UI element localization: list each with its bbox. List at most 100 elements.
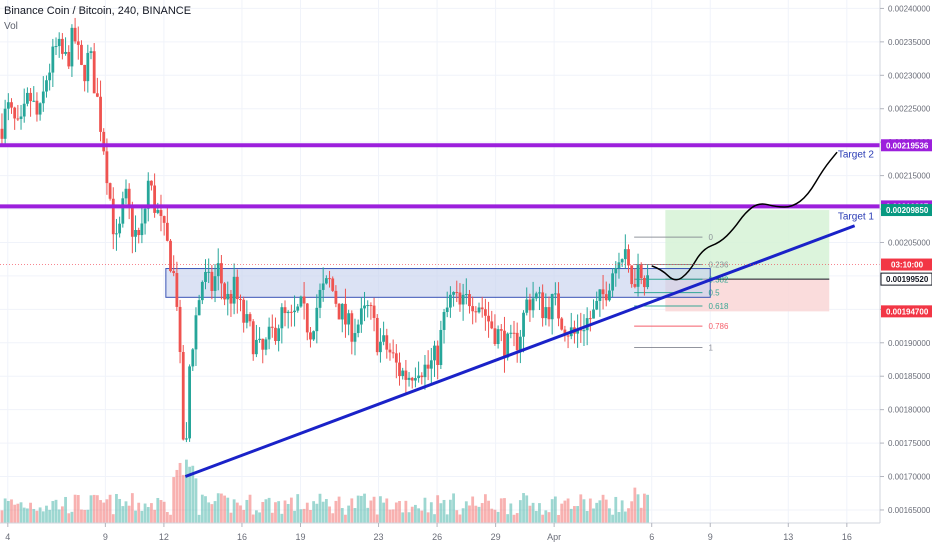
- volume-bar: [636, 494, 640, 523]
- date-tick-label: 4: [5, 532, 10, 542]
- candle-body: [127, 188, 131, 207]
- candle-body: [216, 263, 220, 277]
- target-label: Target 2: [838, 149, 875, 160]
- candle-body: [334, 290, 338, 304]
- volume-bar: [309, 510, 312, 523]
- candle-body: [169, 240, 172, 272]
- volume-bar: [118, 498, 122, 523]
- volume-bar: [25, 508, 29, 523]
- volume-bar: [108, 494, 112, 523]
- price-tick-label: 0.00165000: [888, 506, 931, 515]
- candle-body: [433, 345, 436, 361]
- volume-bar: [296, 494, 300, 523]
- volume-bar: [204, 496, 207, 523]
- candle-body: [601, 289, 605, 295]
- candle-body: [401, 370, 405, 377]
- candle-body: [261, 338, 265, 350]
- candle-body: [35, 100, 39, 115]
- candle-body: [197, 300, 201, 316]
- volume-bar: [274, 502, 277, 523]
- volume-bar: [426, 512, 430, 523]
- candle-body: [229, 293, 233, 304]
- candle-body: [592, 309, 595, 319]
- candle-body: [643, 277, 646, 288]
- volume-bar: [35, 510, 39, 523]
- fib-level-label: 0.786: [708, 322, 729, 331]
- candle-body: [45, 80, 48, 92]
- candle-body: [67, 51, 71, 67]
- candle-body: [254, 339, 258, 355]
- volume-bar: [483, 494, 487, 523]
- candle-body: [639, 265, 643, 278]
- candle-body: [162, 216, 166, 223]
- candle-body: [280, 307, 284, 329]
- candle-body: [538, 292, 541, 294]
- candle-body: [646, 275, 649, 288]
- volume-bar: [547, 512, 551, 523]
- volume-bar: [89, 495, 93, 523]
- candle-body: [309, 332, 312, 340]
- volume-bar: [305, 502, 309, 523]
- candle-body: [315, 307, 319, 332]
- candle-body: [188, 366, 191, 439]
- volume-bar: [181, 474, 185, 523]
- candle-body: [178, 306, 182, 352]
- volume-bar: [229, 512, 233, 523]
- candle-body: [363, 305, 366, 309]
- fib-level-label: 1: [708, 343, 713, 352]
- candle-body: [302, 296, 306, 304]
- candle-body: [439, 329, 443, 365]
- volume-bar: [471, 496, 475, 523]
- volume-bar: [67, 513, 71, 523]
- volume-bar: [64, 496, 67, 523]
- candle-body: [541, 292, 545, 319]
- volume-bar: [512, 514, 516, 523]
- candle-body: [522, 312, 525, 337]
- volume-bar: [261, 501, 265, 523]
- volume-bar: [41, 511, 45, 523]
- candle-body: [464, 294, 468, 296]
- volume-bar: [515, 513, 519, 523]
- candle-body: [410, 377, 414, 381]
- candle-body: [181, 351, 185, 440]
- volume-label[interactable]: Vol: [4, 21, 18, 32]
- volume-bar: [573, 506, 576, 523]
- candle-body: [445, 307, 449, 313]
- volume-bar: [80, 509, 83, 523]
- candle-body: [372, 305, 376, 318]
- volume-bar: [207, 502, 211, 523]
- candle-body: [57, 38, 61, 47]
- candle-body: [576, 329, 580, 334]
- candle-body: [350, 313, 354, 342]
- price-label-badge: [881, 258, 932, 271]
- candle-body: [636, 265, 640, 287]
- volume-bar: [579, 494, 583, 523]
- volume-bar: [617, 512, 621, 523]
- candle-body: [417, 375, 420, 379]
- volume-bar: [506, 514, 510, 523]
- volume-bar: [487, 500, 490, 523]
- candle-body: [582, 330, 586, 332]
- candle-body: [124, 188, 128, 199]
- candle-body: [426, 364, 430, 369]
- candle-body: [293, 310, 296, 313]
- volume-bar: [137, 502, 141, 523]
- candle-body: [452, 292, 455, 295]
- fib-retracement: 0 0.236 0.382 0.5 0.618 0.786 1: [634, 233, 729, 352]
- volume-bar: [592, 508, 595, 523]
- volume-bar: [337, 496, 341, 523]
- volume-bar: [165, 512, 169, 523]
- symbol-title[interactable]: Binance Coin / Bitcoin, 240, BINANCE: [4, 5, 192, 17]
- fib-level-label: 0.236: [708, 261, 729, 270]
- volume-bar: [321, 501, 325, 523]
- candle-body: [553, 293, 557, 295]
- volume-bar: [550, 499, 554, 523]
- volume-bar: [159, 500, 163, 523]
- volume-bar: [531, 502, 535, 523]
- volume-bar: [588, 498, 592, 523]
- candle-body: [442, 312, 446, 330]
- candle-body: [547, 307, 551, 320]
- volume-bar: [388, 509, 392, 523]
